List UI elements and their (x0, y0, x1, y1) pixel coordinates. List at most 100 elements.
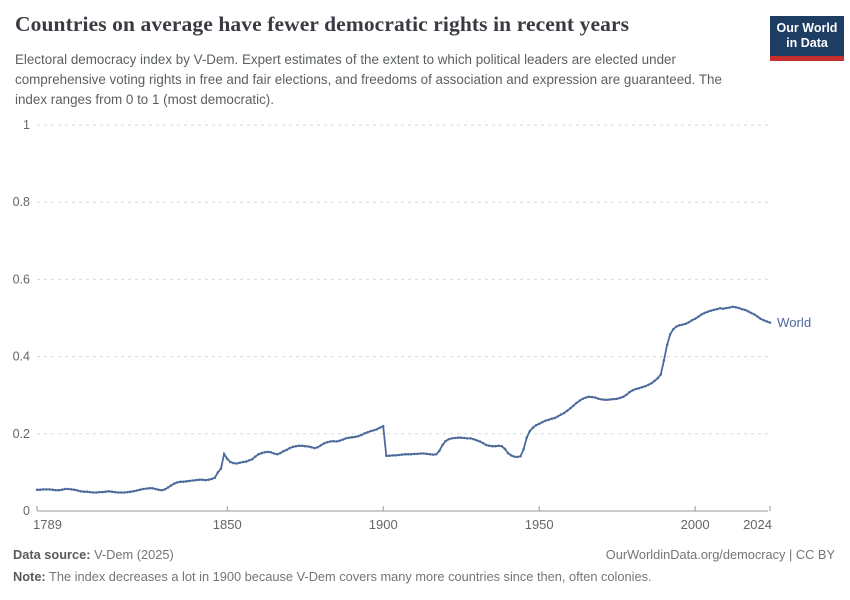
world-series-dot (550, 417, 553, 420)
world-series-dot (85, 490, 89, 493)
world-series-dot (344, 437, 348, 440)
world-series-dot (484, 443, 488, 447)
world-series-dot (45, 488, 48, 491)
world-series-dot (481, 441, 485, 445)
world-series-dot (762, 319, 766, 322)
note-value: The index decreases a lot in 1900 becaus… (45, 569, 652, 584)
world-series-dot (578, 399, 581, 402)
world-series-dot (160, 488, 164, 492)
world-series-dot (51, 488, 54, 492)
world-series-dot (332, 439, 335, 443)
world-series-dot (372, 429, 376, 432)
world-series-dot (260, 451, 263, 455)
world-series-dot (216, 471, 220, 474)
world-series-dot (435, 453, 438, 456)
world-series-dot (475, 439, 479, 442)
world-series-dot (272, 452, 276, 455)
owid-logo[interactable]: Our World in Data (770, 16, 844, 61)
world-series-dot (466, 437, 469, 440)
world-series-dot (325, 441, 329, 444)
world-series-dot (397, 453, 401, 457)
world-series-dot (459, 436, 463, 439)
world-series-dot (335, 440, 338, 443)
world-series-dot (746, 310, 750, 313)
world-series-dot (519, 454, 522, 458)
world-series-dot (88, 490, 92, 494)
world-series-label[interactable]: World (777, 315, 811, 330)
world-series-dot (569, 407, 572, 410)
chart-note: Note: The index decreases a lot in 1900 … (13, 569, 835, 584)
world-series-dot (612, 397, 616, 401)
world-series-dot (350, 436, 354, 439)
chart-subtitle: Electoral democracy index by V-Dem. Expe… (15, 52, 722, 108)
world-series-dot (425, 452, 429, 456)
world-series-dot (70, 488, 73, 491)
world-series-dot (266, 450, 270, 454)
world-series-dot (488, 444, 491, 448)
y-tick-label: 0.4 (13, 350, 30, 364)
world-series-dot (148, 486, 151, 490)
world-series-dot (456, 436, 460, 439)
world-series-dot (172, 482, 176, 485)
world-series-dot (531, 426, 535, 429)
world-series-dot (406, 453, 410, 456)
chart-footer: Data source: V-Dem (2025) OurWorldinData… (13, 547, 835, 584)
world-series-dot (690, 319, 694, 322)
world-line (37, 305, 771, 494)
world-series-dot (76, 489, 79, 492)
world-series-dot (544, 419, 547, 422)
world-series-dot (41, 488, 45, 491)
world-series-dot (185, 480, 188, 483)
world-series-dot (123, 491, 126, 494)
world-series-dot (562, 411, 566, 415)
world-series-dot (559, 413, 563, 416)
world-series-dot (144, 487, 148, 490)
world-series-dot (182, 480, 185, 483)
world-series-dot (307, 445, 310, 448)
world-series-dot (534, 424, 538, 427)
world-series-dot (678, 324, 681, 327)
world-series-dot (609, 398, 613, 401)
world-series-dot (653, 379, 656, 383)
world-series-dot (441, 443, 444, 447)
world-series-dot (444, 439, 447, 443)
world-series-dot (503, 447, 507, 451)
world-series-dot (681, 323, 684, 326)
world-series-dot (700, 313, 703, 316)
world-series-dot (547, 418, 550, 422)
world-series-dot (297, 444, 301, 448)
owid-logo-line2: in Data (786, 36, 828, 51)
world-series-dot (238, 461, 241, 465)
world-series-dot (693, 317, 697, 321)
world-series-dot (553, 416, 557, 420)
world-series-dot (347, 436, 351, 439)
world-series-dot (241, 460, 245, 464)
y-tick-label: 0.6 (13, 272, 30, 286)
world-series-dot (244, 460, 248, 463)
world-series-dot (675, 325, 678, 328)
world-series-dot (391, 454, 394, 457)
world-series-dot (294, 444, 298, 448)
world-series-dot (403, 453, 407, 456)
x-tick-label: 1950 (525, 517, 554, 532)
world-series-dot (634, 387, 638, 391)
world-series-dot (753, 313, 756, 316)
world-series-dot (353, 435, 357, 439)
world-series-dot (419, 452, 422, 455)
world-series-dot (222, 452, 226, 456)
world-series-dot (57, 488, 61, 492)
world-series-dot (600, 398, 603, 401)
world-series-dot (169, 484, 173, 487)
chart-canvas[interactable]: 0 0.2 0.4 0.6 0.8 1 1789 1850 1900 1950 2000 2024 Wo… (0, 110, 850, 542)
world-series-dot (469, 437, 472, 440)
x-tick-label: 1789 (33, 517, 62, 532)
world-series-dot (363, 432, 366, 435)
data-source-value: V-Dem (2025) (90, 547, 174, 562)
world-series-dot (366, 431, 369, 434)
world-series-dot (718, 307, 722, 310)
world-series-dot (413, 452, 416, 456)
world-series-dot (101, 490, 104, 494)
credit-link[interactable]: OurWorldinData.org/democracy | CC BY (605, 547, 835, 562)
world-series-dot (66, 487, 70, 491)
world-series-dot (662, 359, 666, 362)
